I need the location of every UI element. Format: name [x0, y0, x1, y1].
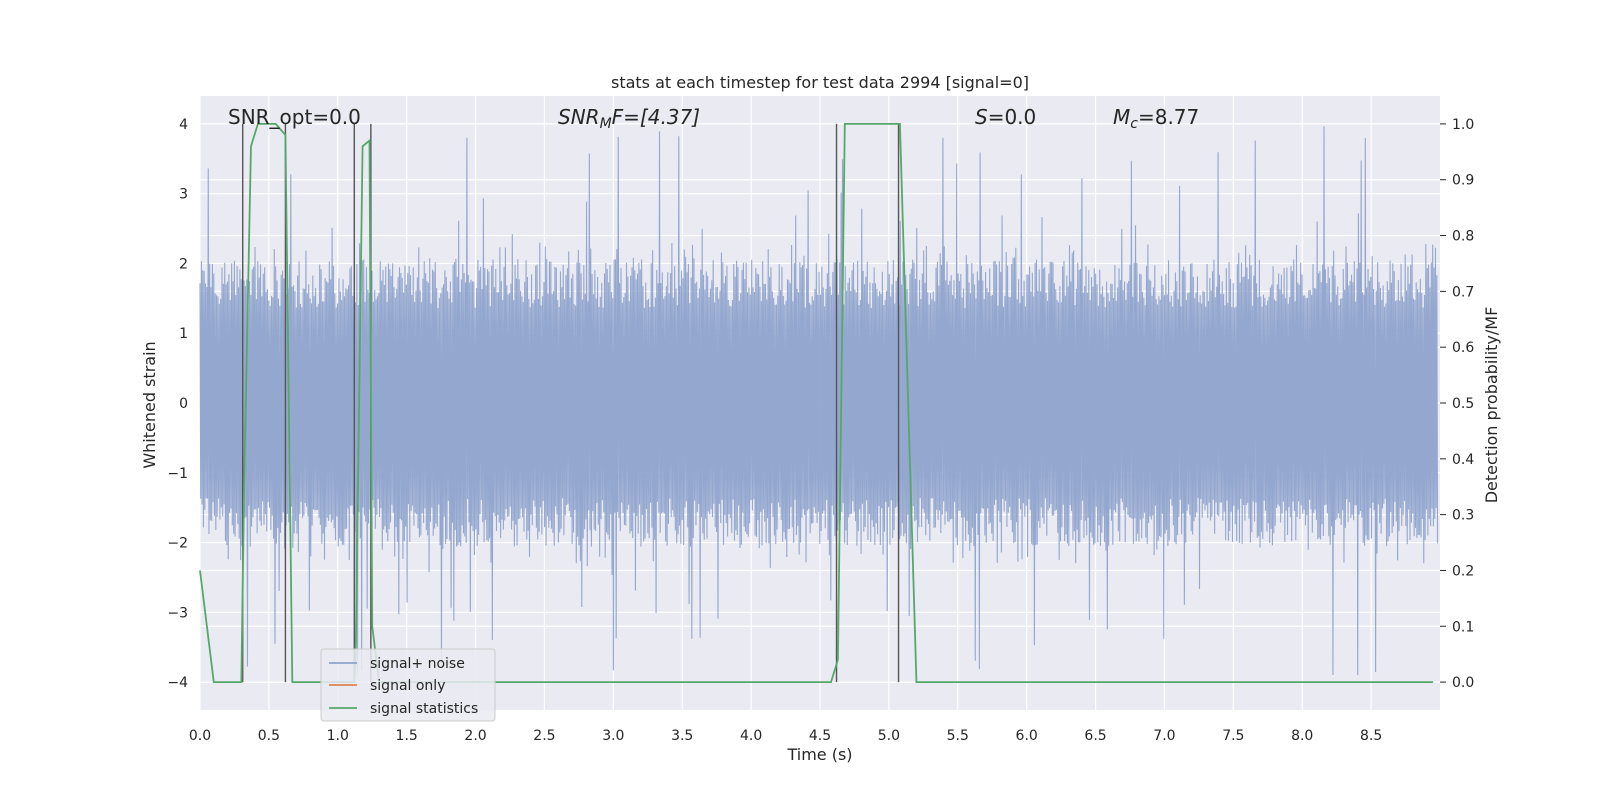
annotation-snr-mf-rest: F=[4.37] [612, 105, 700, 129]
right-y-tick-label: 1.0 [1452, 117, 1474, 133]
annotation-snr-mf-base: SNR [558, 105, 600, 129]
left-y-tick-label: 4 [179, 117, 188, 133]
annotation-s-italic: S [975, 105, 988, 129]
right-y-tick-label: 0.8 [1452, 229, 1474, 245]
legend-label-signal-noise: signal+ noise [370, 656, 465, 672]
signal-noise-series [199, 126, 1439, 676]
right-y-axis-label: Detection probability/MF [1482, 307, 1501, 504]
x-tick-label: 3.5 [671, 728, 693, 744]
annotation-mc-rest: =8.77 [1138, 105, 1199, 129]
x-tick-label: 8.0 [1291, 728, 1313, 744]
annotation-mc-base: M [1113, 105, 1130, 129]
x-tick-labels: 0.0 0.5 1.0 1.5 2.0 2.5 3.0 3.5 4.0 4.5 5.0 5.5 6.0 6… [189, 728, 1382, 744]
chart-title: stats at each timestep for test data 299… [611, 73, 1029, 92]
right-y-tick-label: 0.0 [1452, 675, 1474, 691]
left-y-tick-label: −1 [167, 466, 188, 482]
x-tick-label: 3.0 [602, 728, 624, 744]
x-tick-label: 8.5 [1360, 728, 1382, 744]
x-tick-label: 4.0 [740, 728, 762, 744]
annotation-mc-sub: c [1130, 116, 1138, 132]
x-tick-label: 0.5 [258, 728, 280, 744]
x-tick-label: 6.5 [1084, 728, 1106, 744]
right-y-tick-labels: 0.0 0.1 0.2 0.3 0.4 0.5 0.6 0.7 0.8 0.9 1.0 [1440, 117, 1474, 691]
x-tick-label: 2.0 [464, 728, 486, 744]
x-tick-label: 1.0 [327, 728, 349, 744]
left-y-tick-labels: −4 −3 −2 −1 0 1 2 3 4 [167, 117, 188, 691]
annotation-snr-mf: SNRMF=[4.37] [558, 105, 700, 132]
x-tick-label: 5.0 [878, 728, 900, 744]
annotation-s: S=0.0 [975, 105, 1036, 129]
right-y-tick-label: 0.2 [1452, 563, 1474, 579]
x-tick-label: 2.5 [533, 728, 555, 744]
left-y-tick-label: −2 [167, 536, 188, 552]
legend: signal+ noise signal only signal statist… [320, 648, 496, 722]
x-tick-label: 5.5 [947, 728, 969, 744]
x-axis-label: Time (s) [786, 745, 852, 764]
right-y-tick-label: 0.9 [1452, 173, 1474, 189]
left-y-tick-label: −4 [167, 675, 188, 691]
left-y-axis-label: Whitened strain [140, 341, 159, 468]
x-tick-label: 7.0 [1153, 728, 1175, 744]
legend-box [320, 648, 496, 722]
left-y-tick-label: −3 [167, 605, 188, 621]
left-y-tick-label: 0 [179, 396, 188, 412]
x-tick-label: 7.5 [1222, 728, 1244, 744]
x-tick-label: 4.5 [809, 728, 831, 744]
right-y-tick-label: 0.3 [1452, 508, 1474, 524]
right-y-tick-label: 0.5 [1452, 396, 1474, 412]
left-y-tick-label: 3 [179, 187, 188, 203]
right-y-tick-label: 0.6 [1452, 340, 1474, 356]
left-y-tick-label: 1 [179, 326, 188, 342]
signal-noise-line [199, 126, 1439, 676]
x-tick-label: 6.0 [1016, 728, 1038, 744]
right-y-tick-label: 0.4 [1452, 452, 1474, 468]
annotation-snr-opt: SNR_opt=0.0 [228, 105, 361, 129]
x-tick-label: 0.0 [189, 728, 211, 744]
annotation-mc: Mc=8.77 [1113, 105, 1199, 132]
left-y-tick-label: 2 [179, 256, 188, 272]
detection-vertical-lines [242, 123, 900, 683]
right-y-tick-label: 0.7 [1452, 284, 1474, 300]
legend-label-signal-statistics: signal statistics [370, 701, 478, 717]
annotation-snr-mf-sub: M [600, 116, 612, 132]
right-y-tick-label: 0.1 [1452, 619, 1474, 635]
legend-label-signal-only: signal only [370, 678, 445, 694]
annotation-s-rest: =0.0 [988, 105, 1037, 129]
x-tick-label: 1.5 [396, 728, 418, 744]
